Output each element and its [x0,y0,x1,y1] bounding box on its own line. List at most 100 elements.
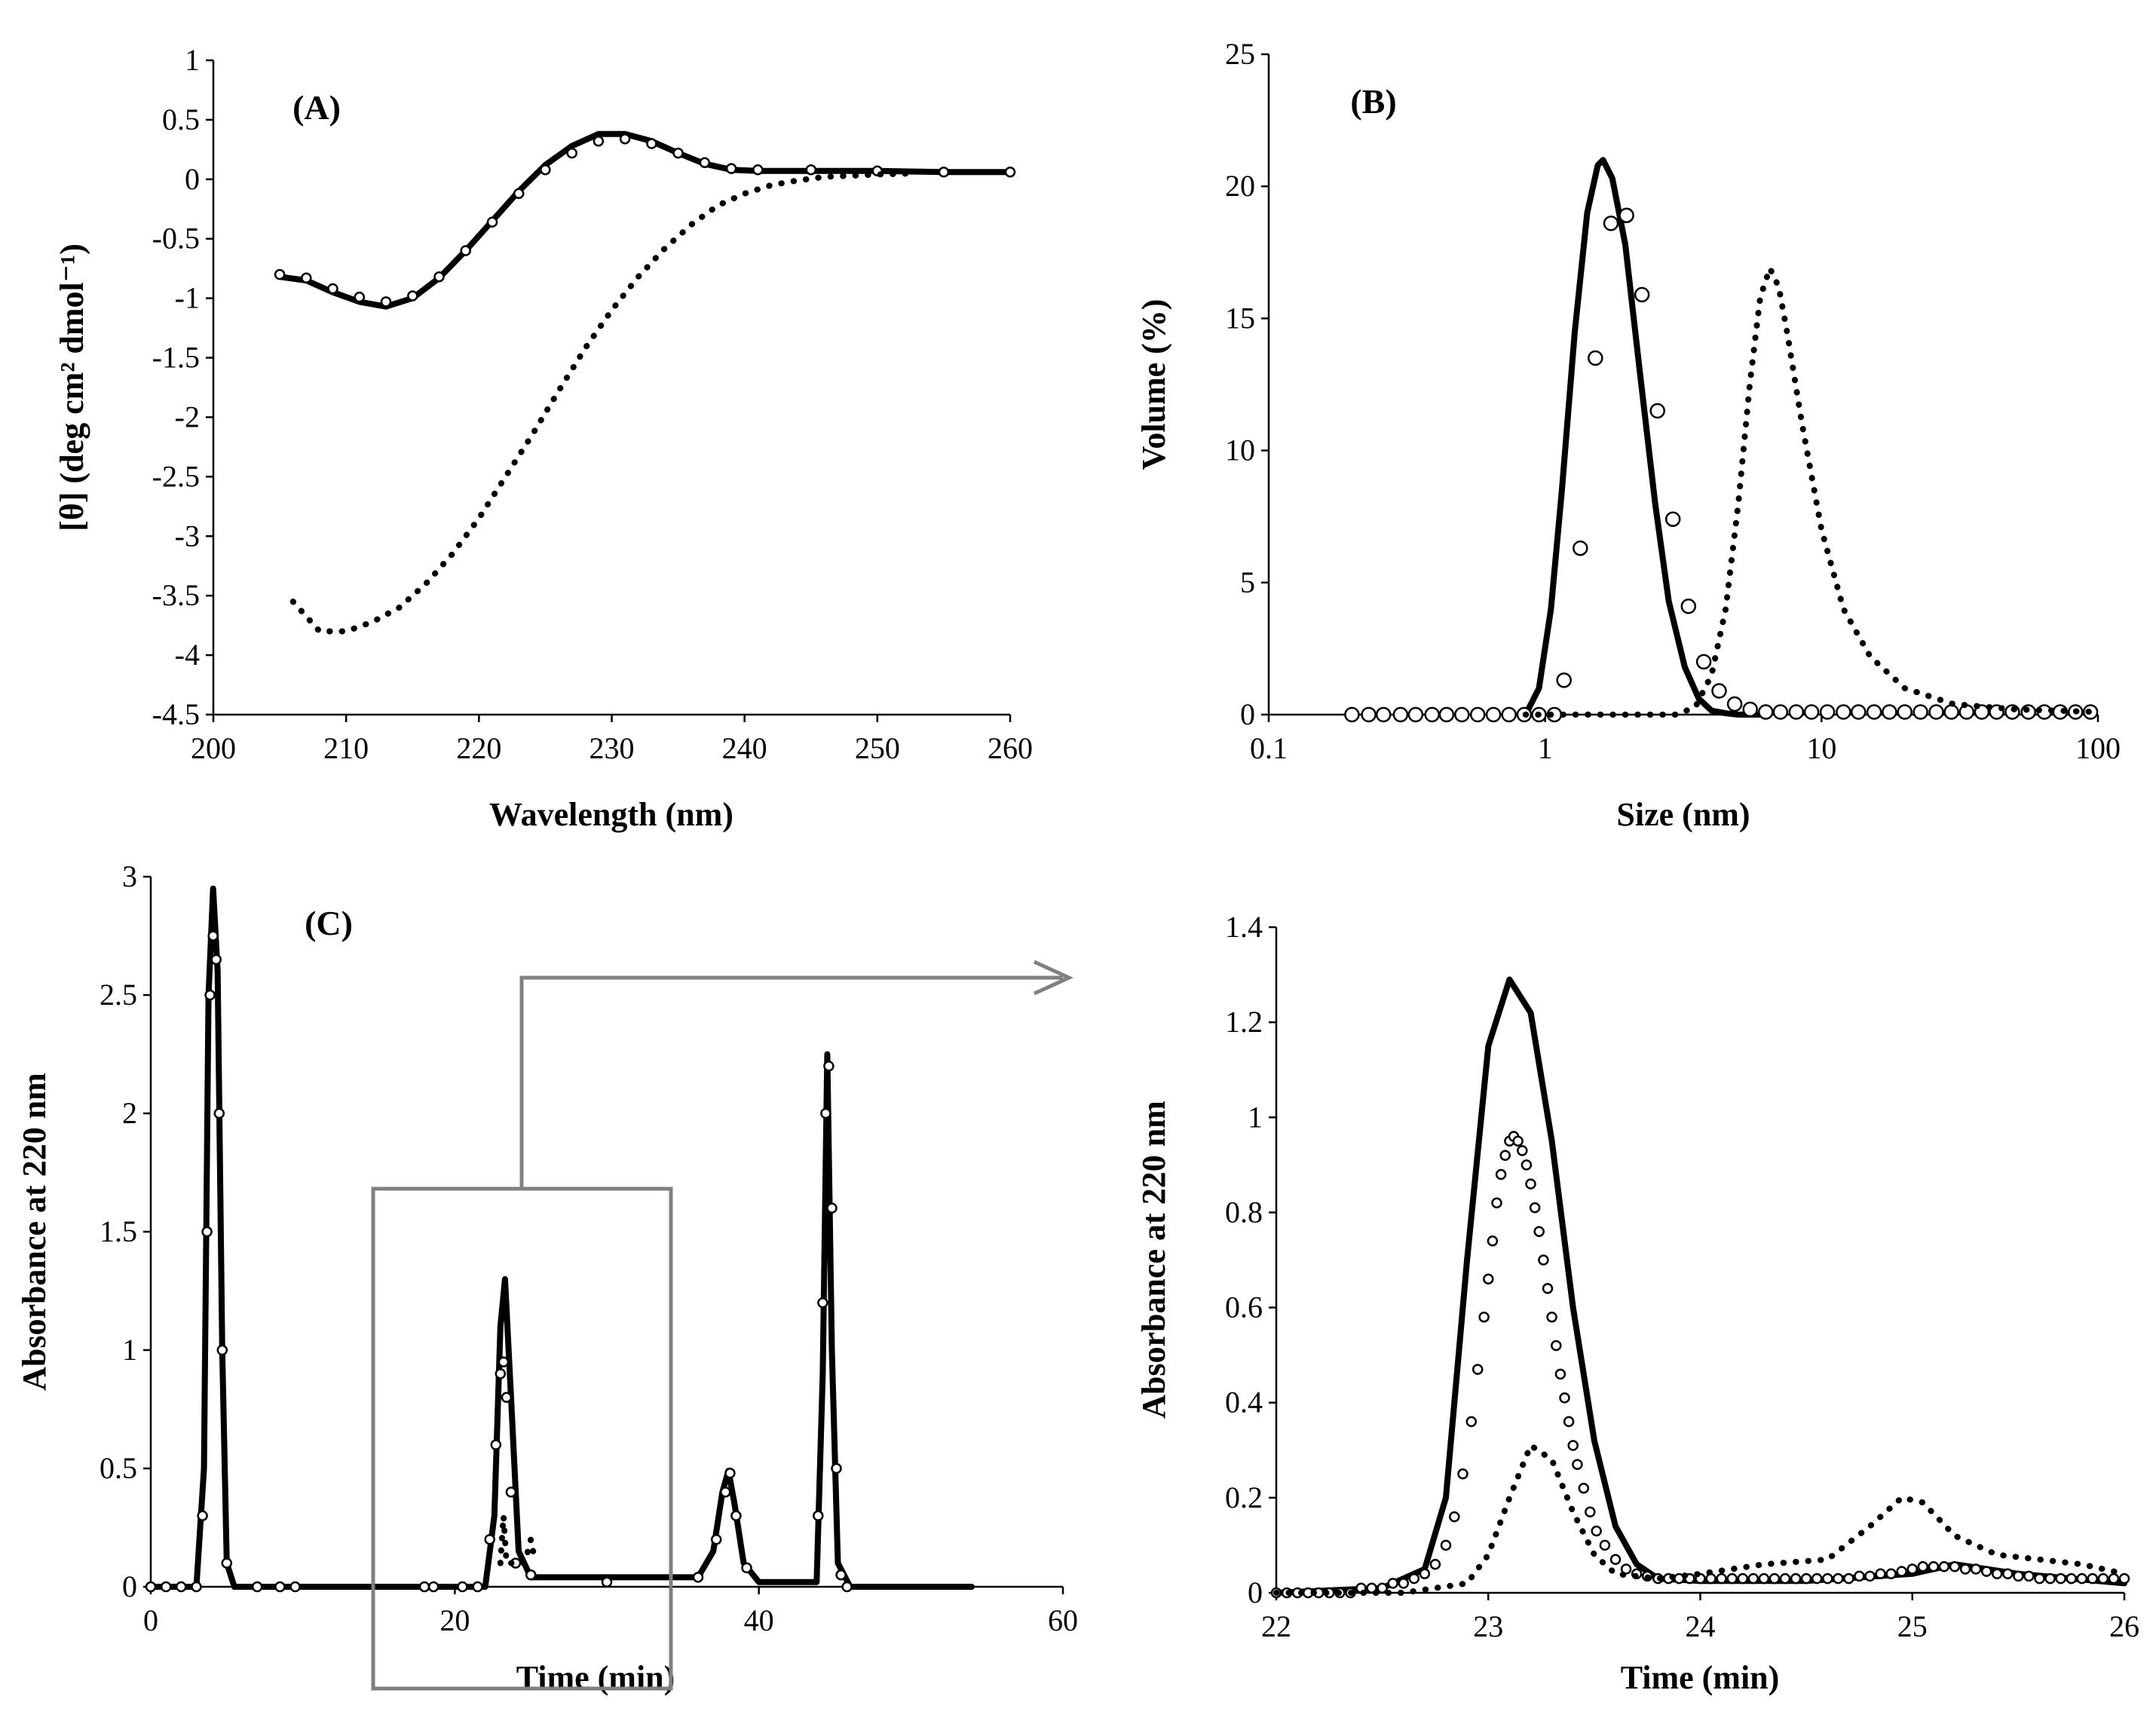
data-point [672,147,684,159]
data-point [1407,706,1424,723]
data-point [486,216,498,228]
data-point [1769,1572,1781,1585]
zoom-box [371,1187,673,1691]
y-tick-label: -4 [175,638,200,672]
data-point [938,167,950,178]
data-point [820,1107,831,1119]
data-point [835,1569,847,1581]
data-point [1790,1572,1802,1585]
y-tick-label: 25 [1225,37,1255,71]
data-point [2118,1572,2130,1585]
data-point [1980,1566,1992,1577]
series-line [277,130,1013,310]
data-point [823,1060,835,1072]
data-point [1559,1392,1570,1404]
data-point [817,1297,828,1309]
data-point [566,147,577,159]
data-point [1864,1570,1876,1582]
data-point [1949,1561,1961,1572]
y-tick-label: 1.5 [100,1214,137,1248]
data-point [1457,1468,1468,1480]
data-point [433,271,445,283]
data-point [1491,1197,1502,1209]
data-point [501,1392,513,1404]
y-tick-label: 0.4 [1225,1386,1263,1419]
data-point [1591,1525,1602,1537]
data-point [1959,1563,1971,1575]
panel-label: (B) [1350,82,1396,121]
y-tick-label: -4.5 [152,697,200,731]
data-point [813,1510,824,1522]
x-tick-label: 200 [191,731,236,765]
data-point [1567,1440,1579,1451]
data-point [1485,706,1502,723]
y-tick-label: 10 [1225,433,1255,467]
series-open-circles [145,930,853,1593]
data-point [289,1581,301,1593]
data-point [1737,1572,1749,1585]
data-point [1747,1572,1759,1585]
y-axis-label: Absorbance at 220 nm [1135,1101,1172,1419]
chart-c-zoom: 0 0.2 0.4 0.6 0.8 1 1.2 1.4 22 23 24 25 26 Time (min)… [1135,910,2139,1696]
data-point [418,1581,430,1593]
data-point [841,1581,853,1593]
data-point [1822,1572,1833,1585]
data-point [1449,1511,1460,1523]
x-tick-label: 22 [1261,1609,1291,1643]
data-point [1833,1572,1844,1585]
x-tick-label: 210 [323,731,369,765]
panel-label: (C) [305,904,353,942]
data-point [619,133,631,145]
y-tick-label: 1 [122,1333,137,1367]
data-point [540,164,551,176]
data-point [472,1581,483,1593]
y-tick-label: 1 [185,43,200,77]
data-point [204,989,216,1001]
y-tick-label: 3 [122,859,137,893]
data-point [1588,350,1603,366]
data-point [1906,1563,1919,1575]
data-point [1788,704,1805,720]
data-point [145,1581,157,1593]
y-tick-label: 20 [1225,169,1255,203]
x-tick-label: 24 [1686,1609,1716,1643]
data-point [1896,1566,1907,1577]
data-point [1419,1568,1431,1580]
data-point [1680,599,1697,614]
y-tick-label: 0.5 [100,1451,137,1485]
series-line [1273,976,2127,1596]
y-tick-label: -1.5 [152,341,200,375]
data-point [1344,706,1360,723]
data-point [1938,1561,1950,1572]
x-tick-label: 250 [855,731,900,765]
data-point [1726,1572,1738,1585]
data-point [1501,706,1517,723]
data-point [490,1439,502,1450]
series-dotted [289,170,920,635]
data-point [513,188,525,200]
data-point [274,268,286,280]
series-line [148,885,975,1590]
data-point [692,1572,704,1583]
data-point [1603,216,1619,231]
x-tick-label: 20 [439,1603,470,1637]
data-point [1917,1561,1929,1572]
data-point [327,283,338,295]
data-point [176,1581,187,1593]
data-point [1705,1572,1717,1585]
data-point [2087,1572,2099,1585]
data-point [1366,1582,1377,1594]
series-solid [148,885,975,1590]
data-point [1649,403,1665,419]
y-tick-label: 2.5 [100,978,137,1012]
data-point [1811,1572,1823,1585]
data-point [699,157,711,168]
y-tick-label: 0.5 [162,103,200,136]
y-tick-label: 0.2 [1225,1480,1263,1514]
data-point [1970,1563,1982,1575]
y-axis-label: Volume (%) [1135,299,1172,470]
data-point [593,136,605,147]
arrow-head-icon [1033,960,1074,996]
data-point [2097,1572,2109,1585]
